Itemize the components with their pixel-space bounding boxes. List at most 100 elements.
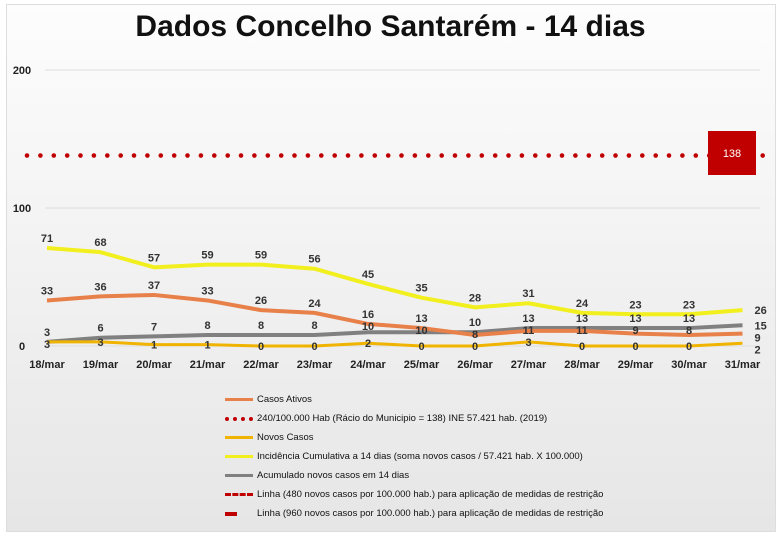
ratio-dot <box>653 153 658 158</box>
legend-label: 240/100.000 Hab (Rácio do Municipio = 13… <box>257 413 548 424</box>
data-label: 11 <box>523 325 535 337</box>
ratio-dot <box>78 153 83 158</box>
ratio-dot <box>599 153 605 158</box>
legend-item: Linha (480 novos casos por 100.000 hab.)… <box>225 485 603 504</box>
y-tick-label: 0 <box>19 341 25 353</box>
x-tick-label: 25/mar <box>404 359 440 371</box>
legend-item: Linha (960 novos casos por 100.000 hab.)… <box>225 504 603 523</box>
ratio-dot <box>412 153 418 158</box>
legend-item: 240/100.000 Hab (Rácio do Municipio = 13… <box>225 409 603 428</box>
series-line-2 <box>47 340 743 348</box>
data-label: 26 <box>755 305 767 317</box>
ratio-dot <box>158 153 164 158</box>
ratio-dot <box>51 153 57 158</box>
data-label: 0 <box>258 341 264 353</box>
legend-item: Novos Casos <box>225 428 603 447</box>
ratio-dot <box>185 153 190 158</box>
ratio-dot <box>145 153 150 158</box>
data-label: 0 <box>311 341 317 353</box>
legend-item: Incidência Cumulativa a 14 dias (soma no… <box>225 447 603 466</box>
data-label: 0 <box>686 341 692 353</box>
ratio-dot <box>693 153 699 158</box>
legend-swatch <box>225 398 253 401</box>
data-label: 71 <box>41 233 53 245</box>
data-label: 10 <box>415 325 427 337</box>
data-label: 23 <box>629 299 641 311</box>
ratio-dot <box>131 153 137 158</box>
data-label: 3 <box>44 327 50 339</box>
legend-swatch <box>225 493 253 496</box>
ratio-dot <box>546 153 551 158</box>
ratio-end-label: 138 <box>723 148 741 160</box>
data-label: 13 <box>415 313 427 325</box>
data-label: 10 <box>469 317 481 329</box>
x-tick-label: 22/mar <box>243 359 279 371</box>
legend-swatch <box>225 474 253 477</box>
data-label: 0 <box>418 341 424 353</box>
data-label: 45 <box>362 269 374 281</box>
x-tick-label: 30/mar <box>671 359 707 371</box>
data-label: 0 <box>632 341 638 353</box>
legend-swatch <box>225 436 253 439</box>
data-label: 59 <box>255 250 267 262</box>
ratio-dot <box>372 153 378 158</box>
legend-label: Linha (480 novos casos por 100.000 hab.)… <box>257 489 604 500</box>
ratio-dot <box>439 153 445 158</box>
ratio-dot <box>479 153 485 158</box>
ratio-dot <box>319 153 324 158</box>
ratio-dot <box>533 153 538 158</box>
ratio-dot <box>426 153 431 158</box>
ratio-dot <box>198 153 204 158</box>
x-tick-label: 19/mar <box>83 359 119 371</box>
ratio-dot <box>640 153 645 158</box>
legend-item: Acumulado novos casos em 14 dias <box>225 466 603 485</box>
data-label: 2 <box>755 344 761 356</box>
legend-label: Linha (960 novos casos por 100.000 hab.)… <box>257 508 604 519</box>
ratio-dot <box>466 153 471 158</box>
ratio-dot <box>680 153 685 158</box>
x-tick-label: 28/mar <box>564 359 600 371</box>
series-line-0 <box>46 292 743 337</box>
data-label: 31 <box>522 288 534 300</box>
ratio-dot <box>225 153 230 158</box>
ratio-dot <box>64 153 70 158</box>
data-label: 13 <box>683 313 695 325</box>
data-label: 35 <box>415 283 427 295</box>
ratio-dot <box>519 153 525 158</box>
ratio-dot <box>265 153 271 158</box>
data-label: 8 <box>204 320 210 332</box>
ratio-dot <box>278 153 284 158</box>
data-label: 24 <box>308 298 321 310</box>
chart-title: Dados Concelho Santarém - 14 dias <box>135 10 646 43</box>
ratio-dot <box>38 153 43 158</box>
data-label: 0 <box>579 341 585 353</box>
ratio-dot <box>613 153 618 158</box>
ratio-dot <box>332 153 338 158</box>
data-label: 8 <box>311 320 317 332</box>
data-label: 15 <box>755 320 767 332</box>
data-label: 9 <box>755 332 761 344</box>
data-label: 56 <box>308 254 320 266</box>
legend-swatch <box>225 511 237 516</box>
ratio-dot <box>252 153 257 158</box>
data-label: 36 <box>94 281 106 293</box>
data-label: 3 <box>97 337 103 349</box>
ratio-dot <box>345 153 351 158</box>
data-label: 3 <box>44 339 50 351</box>
legend-swatch <box>225 416 253 421</box>
data-label: 10 <box>362 321 374 333</box>
ratio-dot <box>492 153 498 158</box>
x-tick-label: 29/mar <box>618 359 654 371</box>
ratio-dot <box>573 153 578 158</box>
legend-label: Novos Casos <box>257 432 314 443</box>
ratio-dot <box>359 153 364 158</box>
data-label: 6 <box>97 323 103 335</box>
y-tick-label: 100 <box>13 203 31 215</box>
ratio-dot <box>666 153 672 158</box>
data-label: 0 <box>472 341 478 353</box>
data-label: 26 <box>255 295 267 307</box>
data-label: 1 <box>151 340 157 352</box>
ratio-end-box <box>708 131 756 175</box>
ratio-dot <box>118 153 123 158</box>
